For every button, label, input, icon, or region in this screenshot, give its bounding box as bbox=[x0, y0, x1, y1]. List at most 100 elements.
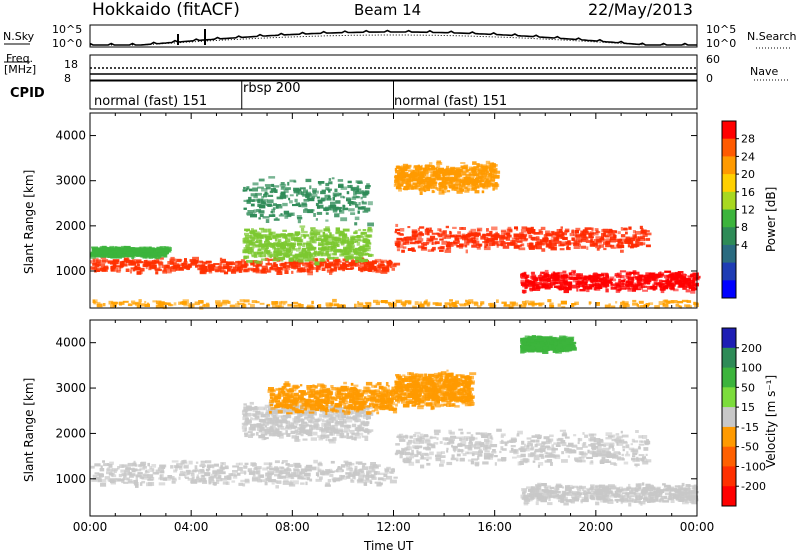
scatter-cell bbox=[445, 167, 452, 172]
scatter-cell bbox=[274, 269, 278, 272]
scatter-cell bbox=[314, 254, 317, 257]
nave-label: Nave bbox=[750, 65, 779, 78]
scatter-cell bbox=[618, 242, 624, 246]
scatter-cell bbox=[274, 238, 278, 242]
scatter-cell bbox=[358, 236, 365, 239]
scatter-cell bbox=[98, 472, 104, 476]
scatter-cell bbox=[593, 284, 601, 287]
scatter-cell bbox=[617, 231, 621, 235]
scatter-cell bbox=[367, 431, 370, 435]
scatter-cell bbox=[610, 236, 616, 240]
scatter-cell bbox=[470, 172, 474, 176]
scatter-cell bbox=[632, 271, 640, 275]
scatter-cell bbox=[279, 475, 286, 479]
scatter-cell bbox=[483, 237, 489, 241]
scatter-cell bbox=[298, 475, 304, 480]
scatter-cell bbox=[290, 243, 296, 247]
scatter-cell bbox=[111, 301, 118, 304]
scatter-cell bbox=[347, 250, 352, 254]
scatter-cell bbox=[365, 234, 372, 237]
scatter-cell bbox=[242, 189, 248, 192]
scatter-cell bbox=[541, 275, 547, 279]
scatter-cell bbox=[338, 407, 342, 411]
scatter-cell bbox=[275, 470, 282, 473]
scatter-cell bbox=[686, 300, 692, 303]
scatter-cell bbox=[279, 432, 287, 435]
scatter-cell bbox=[317, 435, 323, 438]
scatter-cell bbox=[461, 166, 468, 170]
scatter-cell bbox=[305, 431, 309, 435]
scatter-cell bbox=[308, 197, 315, 202]
scatter-cell bbox=[423, 182, 429, 185]
scatter-cell bbox=[649, 272, 656, 276]
scatter-cell bbox=[456, 168, 464, 172]
scatter-cell bbox=[279, 248, 285, 252]
scatter-cell bbox=[484, 180, 492, 184]
scatter-cell bbox=[328, 178, 332, 181]
scatter-cell bbox=[177, 263, 180, 266]
scatter-cell bbox=[350, 184, 353, 188]
scatter-cell bbox=[323, 207, 329, 211]
scatter-cell bbox=[313, 234, 318, 238]
scatter-cell bbox=[535, 241, 539, 246]
scatter-cell bbox=[132, 251, 136, 254]
scatter-cell bbox=[315, 202, 319, 207]
scatter-cell bbox=[481, 164, 488, 168]
scatter-cell bbox=[520, 235, 527, 240]
scatter-cell bbox=[562, 236, 568, 241]
scatter-cell bbox=[133, 261, 139, 264]
scatter-cell bbox=[399, 180, 402, 184]
scatter-cell bbox=[268, 176, 276, 179]
scatter-cell bbox=[358, 302, 364, 306]
scatter-cell bbox=[635, 430, 639, 433]
scatter-cell bbox=[467, 301, 472, 305]
scatter-cell bbox=[496, 299, 499, 303]
scatter-cell bbox=[313, 421, 319, 426]
scatter-cell bbox=[502, 245, 510, 249]
scatter-cell bbox=[479, 182, 483, 186]
scatter-cell bbox=[162, 305, 167, 310]
scatter-cell bbox=[268, 204, 273, 207]
scatter-cell bbox=[246, 246, 253, 251]
scatter-cell bbox=[373, 266, 377, 270]
scatter-cell bbox=[266, 411, 271, 414]
scatter-cell bbox=[353, 231, 358, 235]
scatter-cell bbox=[626, 271, 631, 276]
scatter-cell bbox=[215, 304, 221, 309]
scatter-cell bbox=[154, 472, 159, 475]
scatter-cell bbox=[126, 247, 131, 251]
scatter-cell bbox=[391, 267, 395, 271]
scatter-cell bbox=[335, 406, 341, 409]
scatter-cell bbox=[284, 468, 288, 472]
scatter-cell bbox=[446, 450, 449, 453]
scatter-cell bbox=[329, 425, 335, 429]
scatter-cell bbox=[431, 237, 438, 241]
scatter-cell bbox=[324, 484, 331, 487]
scatter-cell bbox=[324, 242, 328, 246]
scatter-cell bbox=[291, 411, 296, 415]
scatter-cell bbox=[339, 264, 343, 267]
scatter-cell bbox=[449, 302, 454, 306]
scatter-cell bbox=[396, 248, 401, 252]
scatter-cell bbox=[493, 186, 498, 190]
scatter-cell bbox=[517, 235, 522, 240]
scatter-cell bbox=[549, 240, 556, 243]
scatter-cell bbox=[398, 233, 404, 236]
scatter-cell bbox=[135, 484, 139, 488]
scatter-cell bbox=[330, 204, 337, 208]
scatter-cell bbox=[263, 253, 266, 257]
scatter-cell bbox=[411, 234, 418, 238]
scatter-cell bbox=[640, 305, 646, 309]
scatter-cell bbox=[350, 244, 355, 248]
scatter-cell bbox=[578, 280, 585, 285]
scatter-cell bbox=[460, 304, 467, 307]
scatter-cell bbox=[204, 472, 209, 475]
scatter-cell bbox=[331, 432, 335, 436]
scatter-cell bbox=[456, 171, 463, 174]
scatter-cell bbox=[296, 194, 299, 197]
scatter-cell bbox=[450, 166, 456, 169]
scatter-cell bbox=[355, 204, 359, 208]
scatter-cell bbox=[256, 266, 260, 270]
scatter-cell bbox=[480, 301, 485, 305]
scatter-cell bbox=[646, 282, 650, 285]
